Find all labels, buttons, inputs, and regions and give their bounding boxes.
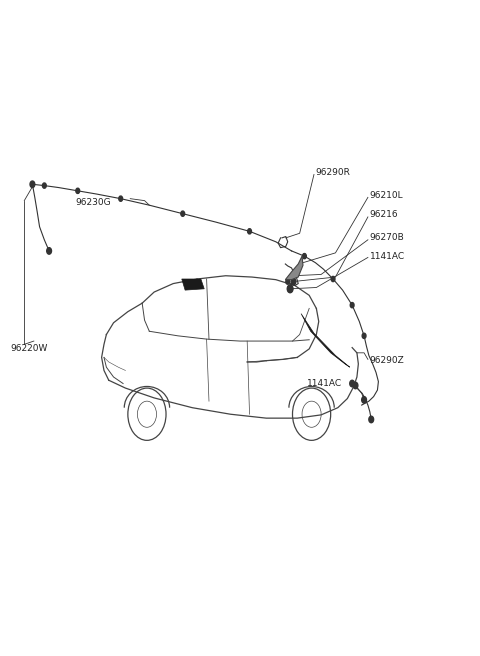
Polygon shape <box>182 279 204 290</box>
Circle shape <box>288 285 292 292</box>
Text: 96230G: 96230G <box>75 198 111 207</box>
Circle shape <box>331 276 335 281</box>
Polygon shape <box>301 314 350 367</box>
Circle shape <box>286 279 289 284</box>
Circle shape <box>350 302 354 308</box>
Text: 96210L: 96210L <box>370 191 403 200</box>
Circle shape <box>248 229 252 234</box>
Polygon shape <box>285 256 303 279</box>
Text: 1141AC: 1141AC <box>307 379 342 388</box>
Text: 1141AC: 1141AC <box>370 252 405 260</box>
Circle shape <box>30 181 35 188</box>
Circle shape <box>287 285 293 293</box>
Circle shape <box>302 253 306 258</box>
Circle shape <box>42 183 46 188</box>
Circle shape <box>362 333 366 338</box>
Text: 96220W: 96220W <box>10 344 48 354</box>
Text: 96290R: 96290R <box>315 168 350 177</box>
Circle shape <box>362 397 366 403</box>
Text: 96270B: 96270B <box>370 234 405 242</box>
Circle shape <box>369 416 373 422</box>
Circle shape <box>181 211 185 216</box>
Circle shape <box>291 278 296 285</box>
Text: 96290Z: 96290Z <box>370 356 405 365</box>
Circle shape <box>47 248 51 254</box>
Circle shape <box>119 196 122 201</box>
Circle shape <box>76 188 80 194</box>
Circle shape <box>353 382 358 389</box>
Text: 96216: 96216 <box>370 211 398 220</box>
Circle shape <box>350 380 355 387</box>
